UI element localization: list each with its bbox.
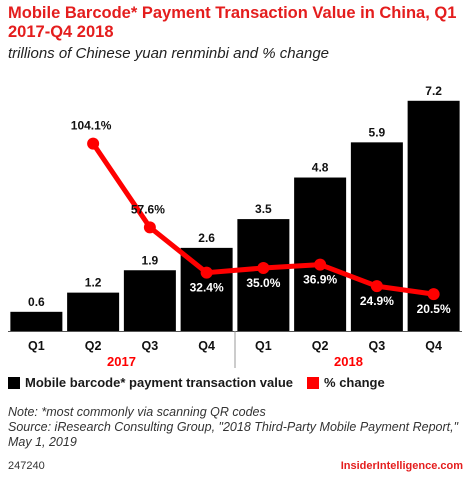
change-point-5 xyxy=(257,262,270,274)
change-label-3: 57.6% xyxy=(131,202,165,216)
legend-swatch-bar xyxy=(8,376,20,389)
change-point-4 xyxy=(200,266,213,279)
chart-title: Mobile Barcode* Payment Transaction Valu… xyxy=(8,4,457,41)
x-tick-label-4: Q4 xyxy=(198,339,215,353)
bar-2 xyxy=(67,292,120,331)
bar-label-7: 5.9 xyxy=(369,125,386,139)
bar-3 xyxy=(123,270,176,331)
bar-label-5: 3.5 xyxy=(255,202,272,216)
note-text: Note: *most commonly via scanning QR cod… xyxy=(8,405,266,419)
legend-swatch-line xyxy=(307,376,320,389)
chart-subtitle: trillions of Chinese yuan renminbi and %… xyxy=(8,45,330,62)
bar-1 xyxy=(10,311,63,331)
chart-footer: 247240 InsiderIntelligence.com xyxy=(8,460,463,472)
change-point-8 xyxy=(427,288,440,301)
legend-label-bar: Mobile barcode* payment transaction valu… xyxy=(25,375,294,390)
x-tick-label-7: Q3 xyxy=(369,339,386,353)
change-label-2: 104.1% xyxy=(71,119,112,133)
chart-plot: 0.6 1.2 1.9 2.6 3.5 4.8 5.9 7.2 Q1 Q2 Q3 Q4 Q1 Q2 Q3 Q4… xyxy=(8,84,462,369)
change-label-6: 36.9% xyxy=(303,273,337,287)
change-point-6 xyxy=(314,258,327,271)
bar-label-6: 4.8 xyxy=(312,161,329,175)
x-tick-label-6: Q2 xyxy=(312,339,329,353)
change-point-3 xyxy=(143,221,156,234)
bar-5 xyxy=(237,219,290,331)
bar-label-1: 0.6 xyxy=(28,295,45,309)
change-label-8: 20.5% xyxy=(417,302,451,316)
source-text: Source: iResearch Consulting Group, "201… xyxy=(8,420,459,449)
change-label-7: 24.9% xyxy=(360,294,394,308)
brand-link[interactable]: InsiderIntelligence.com xyxy=(340,460,463,472)
legend-item-line: % change xyxy=(307,375,385,390)
bar-label-3: 1.9 xyxy=(142,253,159,267)
x-tick-label-8: Q4 xyxy=(425,339,442,353)
x-tick-label-3: Q3 xyxy=(142,339,159,353)
chart-legend: Mobile barcode* payment transaction valu… xyxy=(8,375,399,390)
x-tick-label-5: Q1 xyxy=(255,339,272,353)
group-label-2017: 2017 xyxy=(107,354,136,369)
change-point-2 xyxy=(87,137,100,150)
change-label-5: 35.0% xyxy=(246,276,280,290)
x-tick-label-1: Q1 xyxy=(28,339,45,353)
bar-7 xyxy=(350,142,403,331)
bar-label-4: 2.6 xyxy=(198,231,215,245)
change-point-7 xyxy=(370,280,383,293)
chart-notes: Note: *most commonly via scanning QR cod… xyxy=(8,405,463,450)
bar-6 xyxy=(294,177,347,331)
x-tick-label-2: Q2 xyxy=(85,339,102,353)
legend-item-bar: Mobile barcode* payment transaction valu… xyxy=(8,375,293,390)
group-label-2018: 2018 xyxy=(334,354,363,369)
bar-label-2: 1.2 xyxy=(85,276,102,290)
bar-label-8: 7.2 xyxy=(425,84,442,98)
change-label-4: 32.4% xyxy=(190,281,224,295)
chart-id: 247240 xyxy=(8,460,45,472)
legend-label-line: % change xyxy=(324,375,385,390)
